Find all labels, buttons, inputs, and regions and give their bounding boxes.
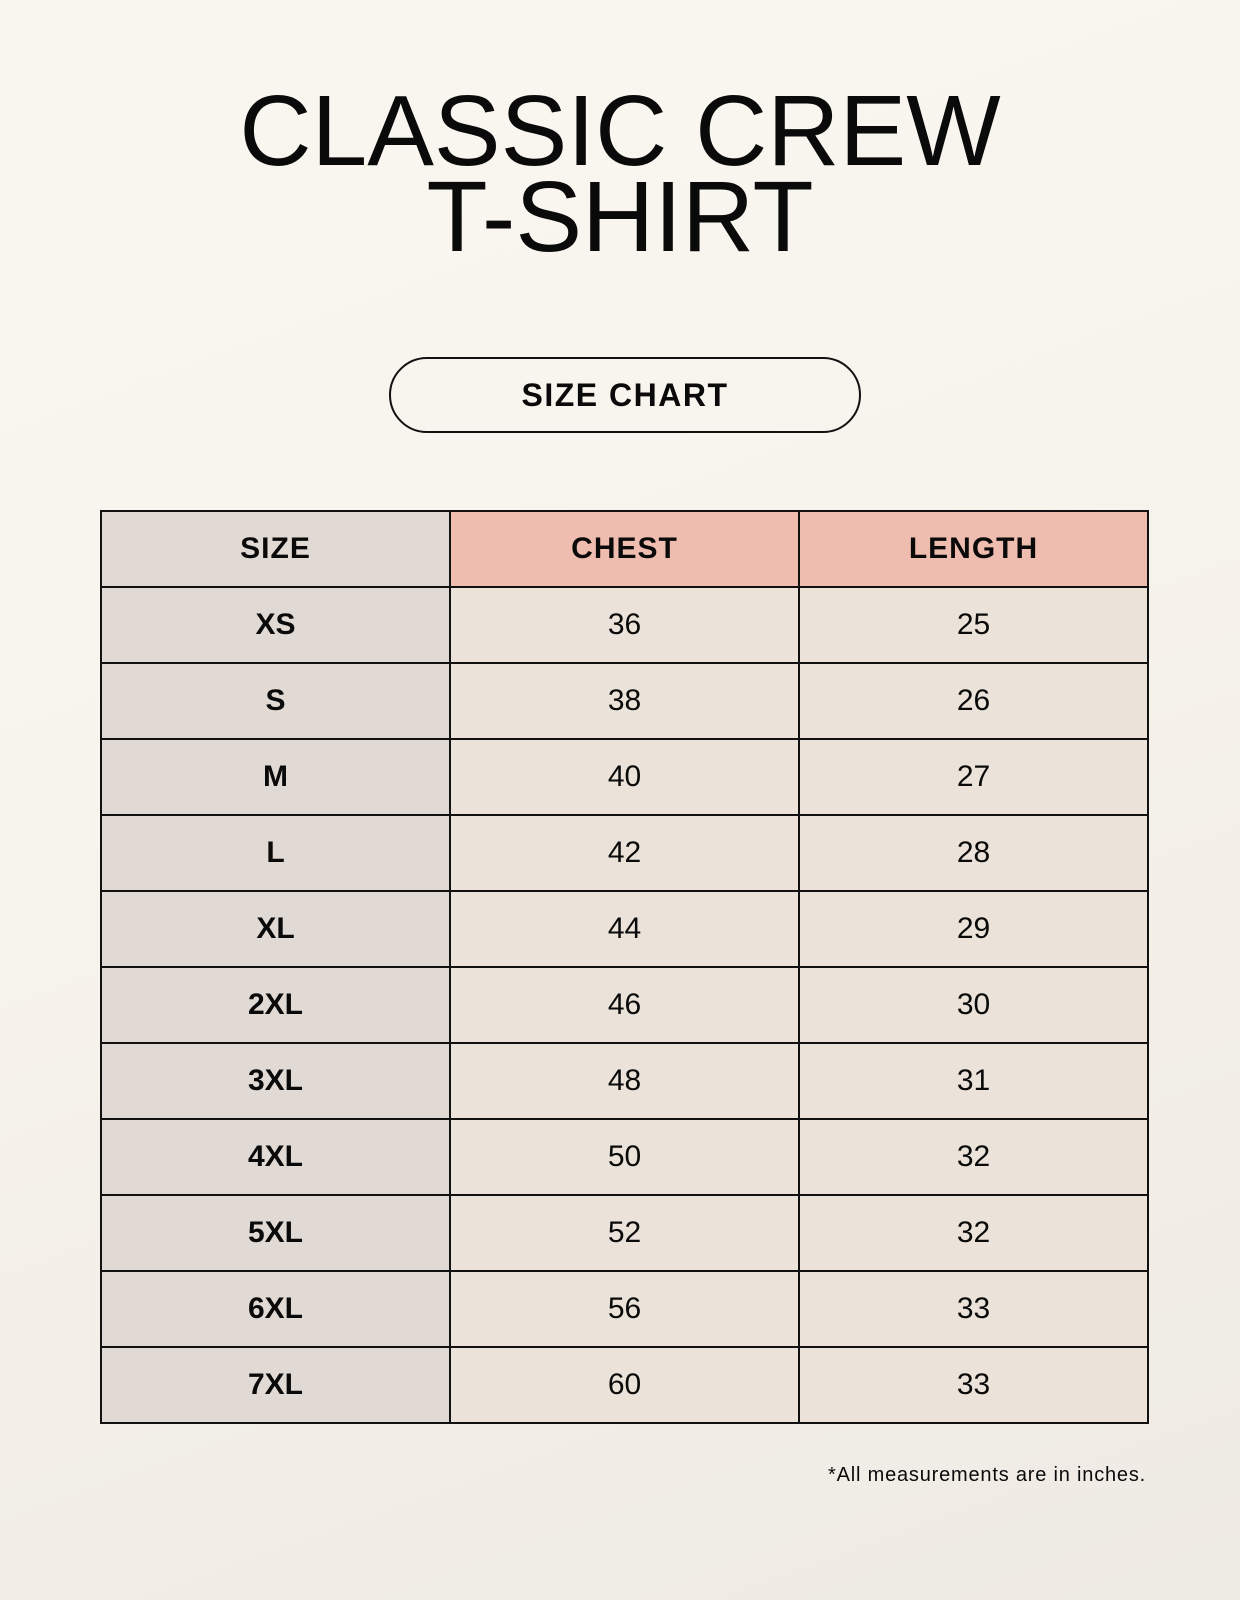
cell-size: 3XL xyxy=(100,1042,451,1120)
cell-size: 4XL xyxy=(100,1118,451,1196)
size-chart-badge: SIZE CHART xyxy=(389,357,861,433)
cell-length: 27 xyxy=(798,738,1149,816)
table-row: 2XL 46 30 xyxy=(100,966,1149,1044)
page-title: CLASSIC CREW T-SHIRT xyxy=(0,75,1240,273)
table-row: XL 44 29 xyxy=(100,890,1149,968)
cell-chest: 40 xyxy=(449,738,800,816)
table-row: S 38 26 xyxy=(100,662,1149,740)
table-row: 6XL 56 33 xyxy=(100,1270,1149,1348)
table-row: 5XL 52 32 xyxy=(100,1194,1149,1272)
cell-size: 6XL xyxy=(100,1270,451,1348)
table-row: M 40 27 xyxy=(100,738,1149,816)
header-length: LENGTH xyxy=(798,510,1149,588)
cell-length: 26 xyxy=(798,662,1149,740)
footnote: *All measurements are in inches. xyxy=(828,1464,1146,1486)
cell-length: 29 xyxy=(798,890,1149,968)
cell-chest: 52 xyxy=(449,1194,800,1272)
cell-size: 5XL xyxy=(100,1194,451,1272)
cell-length: 33 xyxy=(798,1270,1149,1348)
table-row: 3XL 48 31 xyxy=(100,1042,1149,1120)
cell-length: 32 xyxy=(798,1194,1149,1272)
cell-size: M xyxy=(100,738,451,816)
header-size: SIZE xyxy=(100,510,451,588)
cell-chest: 38 xyxy=(449,662,800,740)
cell-size: XS xyxy=(100,586,451,664)
cell-length: 28 xyxy=(798,814,1149,892)
cell-chest: 56 xyxy=(449,1270,800,1348)
cell-size: L xyxy=(100,814,451,892)
cell-chest: 50 xyxy=(449,1118,800,1196)
cell-length: 32 xyxy=(798,1118,1149,1196)
table-row: XS 36 25 xyxy=(100,586,1149,664)
cell-chest: 44 xyxy=(449,890,800,968)
cell-chest: 36 xyxy=(449,586,800,664)
cell-size: XL xyxy=(100,890,451,968)
table-row: 7XL 60 33 xyxy=(100,1346,1149,1424)
table-row: L 42 28 xyxy=(100,814,1149,892)
cell-size: 2XL xyxy=(100,966,451,1044)
cell-chest: 42 xyxy=(449,814,800,892)
header-chest: CHEST xyxy=(449,510,800,588)
size-table: SIZE CHEST LENGTH XS 36 25 S 38 26 M 40 27 L 42 28 X… xyxy=(100,510,1149,1424)
cell-size: S xyxy=(100,662,451,740)
cell-length: 25 xyxy=(798,586,1149,664)
cell-size: 7XL xyxy=(100,1346,451,1424)
cell-length: 33 xyxy=(798,1346,1149,1424)
cell-chest: 46 xyxy=(449,966,800,1044)
table-row: 4XL 50 32 xyxy=(100,1118,1149,1196)
header-row: SIZE CHEST LENGTH xyxy=(100,510,1149,588)
cell-length: 31 xyxy=(798,1042,1149,1120)
cell-length: 30 xyxy=(798,966,1149,1044)
cell-chest: 60 xyxy=(449,1346,800,1424)
cell-chest: 48 xyxy=(449,1042,800,1120)
title-line-2: T-SHIRT xyxy=(426,161,814,273)
title-line-1: CLASSIC CREW xyxy=(239,75,1001,187)
